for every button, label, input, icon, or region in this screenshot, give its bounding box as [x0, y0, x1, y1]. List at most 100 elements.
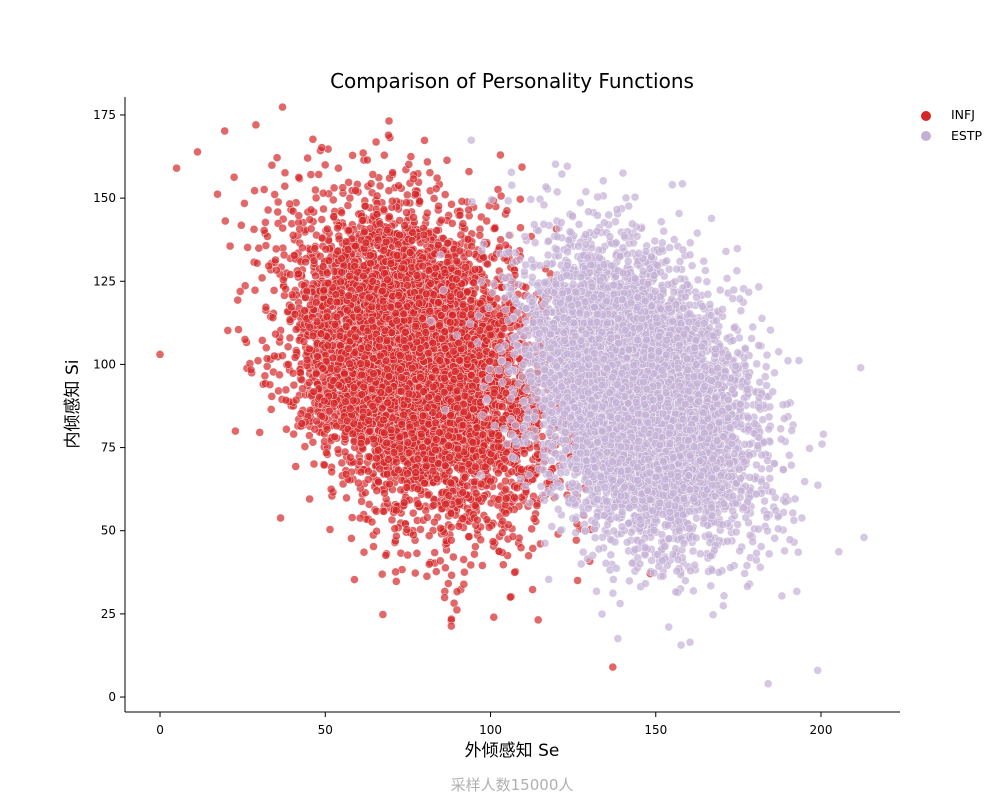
- point-infj: [271, 244, 281, 254]
- point-infj: [274, 386, 283, 396]
- point-infj: [262, 362, 272, 371]
- point-infj: [269, 286, 279, 295]
- point-infj: [466, 560, 476, 570]
- point-infj: [358, 148, 368, 158]
- point-infj: [448, 219, 457, 228]
- point-infj: [384, 130, 393, 140]
- point-infj: [250, 186, 259, 195]
- point-infj: [572, 535, 581, 545]
- point-infj: [280, 181, 290, 191]
- point-infj: [496, 191, 506, 201]
- point-infj: [436, 556, 445, 566]
- point-infj: [449, 552, 458, 562]
- point-infj: [430, 517, 439, 527]
- point-infj: [320, 460, 329, 470]
- point-infj: [253, 356, 263, 365]
- point-infj: [406, 152, 416, 161]
- point-infj: [311, 271, 320, 281]
- point-infj: [327, 467, 336, 477]
- points-layer: [155, 102, 869, 688]
- point-infj: [510, 568, 519, 577]
- series-infj: [155, 102, 655, 672]
- point-infj: [221, 216, 230, 226]
- point-infj: [434, 201, 443, 211]
- point-infj: [528, 544, 538, 553]
- point-infj: [223, 326, 233, 335]
- point-infj: [458, 219, 468, 228]
- point-infj: [225, 241, 235, 251]
- point-infj: [368, 170, 378, 179]
- point-infj: [411, 189, 420, 199]
- point-infj: [243, 243, 252, 252]
- point-infj: [499, 560, 508, 569]
- point-infj: [310, 244, 319, 253]
- point-infj: [452, 587, 462, 596]
- point-infj: [220, 126, 229, 136]
- point-infj: [420, 136, 429, 145]
- point-infj: [308, 437, 318, 447]
- point-infj: [348, 151, 357, 160]
- point-infj: [261, 302, 271, 312]
- point-infj: [235, 287, 245, 296]
- point-infj: [234, 325, 243, 334]
- point-infj: [287, 290, 297, 300]
- point-infj: [452, 605, 462, 615]
- point-infj: [296, 409, 306, 418]
- point-infj: [357, 497, 366, 506]
- point-infj: [447, 571, 456, 580]
- point-infj: [385, 212, 394, 221]
- point-infj: [441, 563, 450, 573]
- point-infj: [424, 531, 434, 540]
- point-infj: [342, 493, 351, 503]
- point-infj: [369, 542, 378, 551]
- point-infj: [355, 513, 365, 523]
- point-infj: [573, 576, 582, 585]
- point-infj: [387, 515, 397, 525]
- point-infj: [375, 181, 385, 191]
- point-infj: [464, 532, 473, 541]
- point-infj: [317, 215, 327, 224]
- point-infj: [263, 205, 273, 215]
- point-infj: [297, 375, 306, 385]
- point-infj: [506, 592, 515, 602]
- point-infj: [516, 543, 526, 552]
- point-infj: [494, 547, 504, 556]
- point-infj: [442, 156, 452, 165]
- point-infj: [430, 548, 439, 557]
- point-infj: [380, 150, 389, 160]
- point-infj: [240, 199, 249, 208]
- point-infj: [272, 153, 282, 162]
- point-infj: [429, 194, 439, 203]
- point-infj: [440, 190, 450, 199]
- point-infj: [270, 190, 279, 199]
- point-infj: [422, 572, 432, 581]
- point-infj: [298, 384, 307, 393]
- point-infj: [283, 342, 293, 352]
- point-infj: [415, 197, 424, 206]
- point-infj: [384, 186, 394, 195]
- point-infj: [305, 494, 314, 504]
- point-infj: [266, 405, 276, 414]
- point-infj: [524, 551, 533, 560]
- point-infj: [371, 137, 381, 147]
- point-infj: [403, 190, 412, 200]
- point-infj: [464, 167, 474, 176]
- point-infj: [533, 615, 543, 625]
- point-infj: [356, 467, 366, 477]
- point-infj: [343, 201, 353, 210]
- point-infj: [333, 223, 342, 233]
- point-infj: [296, 368, 305, 377]
- point-infj: [334, 163, 343, 173]
- point-infj: [261, 241, 271, 250]
- point-infj: [459, 555, 468, 564]
- point-infj: [471, 542, 480, 551]
- point-infj: [412, 549, 422, 558]
- point-infj: [488, 537, 498, 546]
- point-infj: [457, 197, 467, 206]
- point-infj: [279, 250, 289, 260]
- point-infj: [359, 547, 369, 557]
- point-infj: [404, 160, 414, 169]
- point-infj: [229, 172, 239, 182]
- point-infj: [333, 445, 343, 454]
